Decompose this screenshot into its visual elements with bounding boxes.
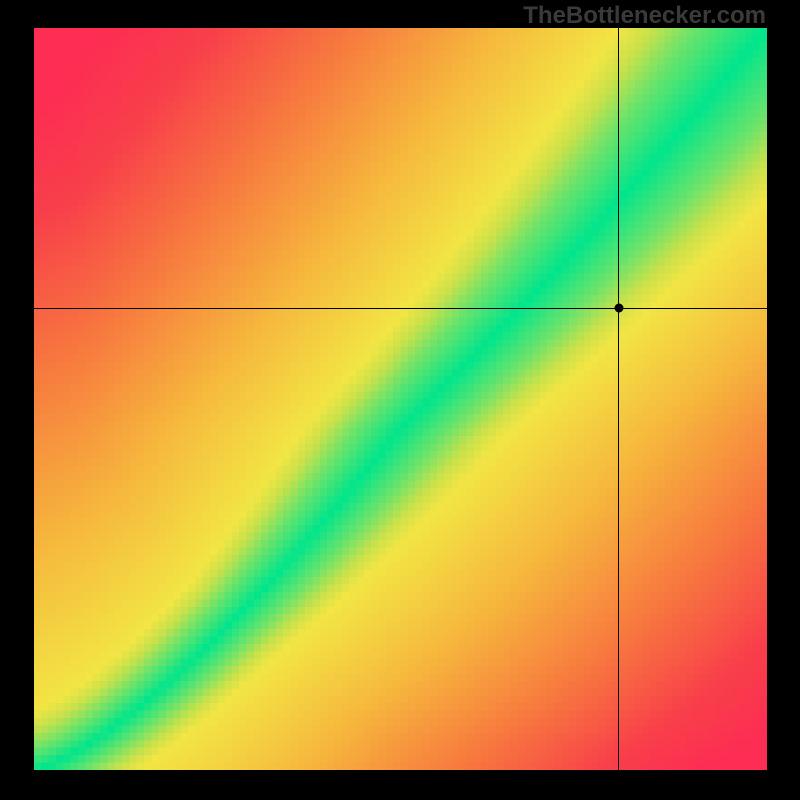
bottleneck-heatmap — [34, 28, 767, 770]
chart-container: TheBottlenecker.com — [0, 0, 800, 800]
marker-dot — [614, 304, 623, 313]
crosshair-horizontal — [34, 308, 767, 309]
watermark-text: TheBottlenecker.com — [523, 2, 766, 30]
crosshair-vertical — [618, 28, 619, 770]
